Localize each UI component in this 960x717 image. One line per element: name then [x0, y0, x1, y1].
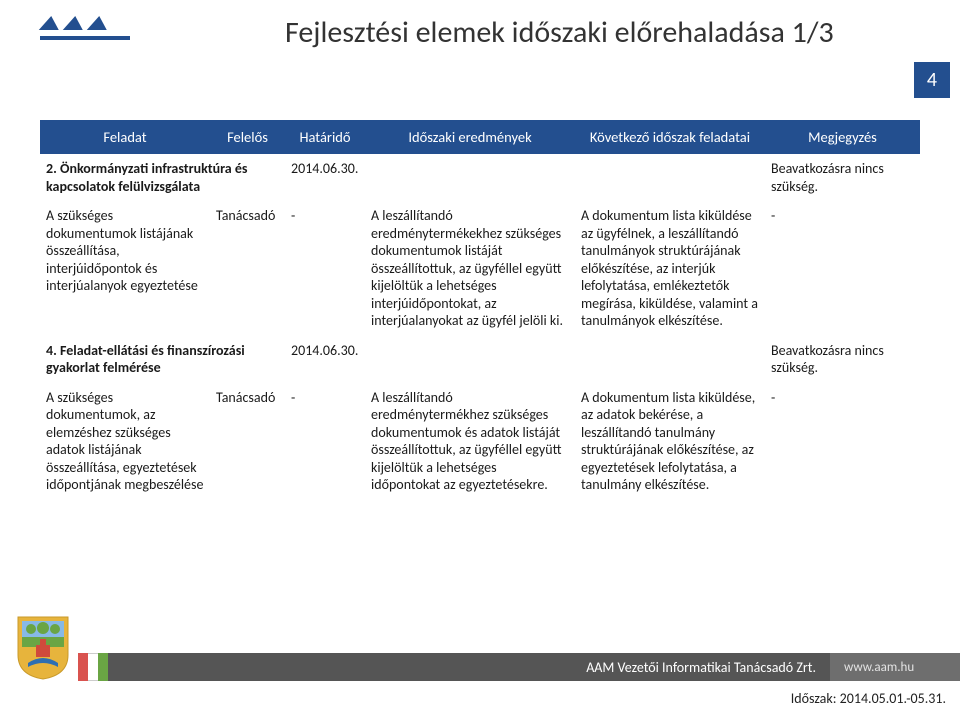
cell-note: - [765, 383, 920, 500]
cell-due: 2014.06.30. [285, 154, 365, 201]
cell-next: A dokumentum lista kiküldése, az adatok … [575, 383, 765, 500]
cell-due: 2014.06.30. [285, 336, 365, 383]
cell-due: - [285, 383, 365, 500]
cell-next [575, 154, 765, 201]
logo [40, 12, 130, 40]
cell-note: Beavatkozásra nincs szükség. [765, 154, 920, 201]
table-row: 4. Feladat-ellátási és finanszírozási gy… [40, 336, 920, 383]
table-header-row: Feladat Felelős Határidő Időszaki eredmé… [40, 120, 920, 154]
logo-chevron-icon [39, 16, 61, 30]
cell-next: A dokumentum lista kiküldése az ügyfélne… [575, 201, 765, 336]
col-header-task: Feladat [40, 120, 210, 154]
coat-of-arms-icon [14, 615, 72, 681]
period-label-text: Időszak: [791, 690, 837, 707]
page-number-badge: 4 [914, 62, 950, 98]
cell-result [365, 336, 575, 383]
table-row: A szükséges dokumentumok listájának össz… [40, 201, 920, 336]
cell-task: A szükséges dokumentumok, az elemzéshez … [40, 383, 210, 500]
logo-chevron-icon [63, 16, 85, 30]
progress-table: Feladat Felelős Határidő Időszaki eredmé… [40, 120, 920, 500]
period-label: Időszak: 2014.05.01.-05.31. [791, 690, 946, 707]
footer-company: AAM Vezetői Informatikai Tanácsadó Zrt. [108, 653, 830, 681]
period-value: 2014.05.01.-05.31. [840, 690, 946, 707]
col-header-result: Időszaki eredmények [365, 120, 575, 154]
footer-bar: AAM Vezetői Informatikai Tanácsadó Zrt. … [0, 653, 960, 681]
cell-note: - [765, 201, 920, 336]
table-row: 2. Önkormányzati infrastruktúra és kapcs… [40, 154, 920, 201]
flag-red-stripe [78, 653, 88, 681]
cell-result [365, 154, 575, 201]
cell-next [575, 336, 765, 383]
page-title: Fejlesztési elemek időszaki előrehaladás… [285, 14, 834, 51]
cell-result: A leszállítandó eredménytermékhez szüksé… [365, 383, 575, 500]
cell-task: 2. Önkormányzati infrastruktúra és kapcs… [40, 154, 285, 201]
cell-result: A leszállítandó eredménytermékekhez szük… [365, 201, 575, 336]
col-header-due: Határidő [285, 120, 365, 154]
footer-url: www.aam.hu [830, 653, 960, 681]
table-row: A szükséges dokumentumok, az elemzéshez … [40, 383, 920, 500]
cell-due: - [285, 201, 365, 336]
flag-white-stripe [88, 653, 98, 681]
cell-owner: Tanácsadó [210, 201, 285, 336]
logo-chevron-icon [87, 16, 109, 30]
col-header-note: Megjegyzés [765, 120, 920, 154]
col-header-owner: Felelős [210, 120, 285, 154]
cell-task: A szükséges dokumentumok listájának össz… [40, 201, 210, 336]
cell-task: 4. Feladat-ellátási és finanszírozási gy… [40, 336, 285, 383]
flag-green-stripe [98, 653, 108, 681]
col-header-next: Következő időszak feladatai [575, 120, 765, 154]
cell-note: Beavatkozásra nincs szükség. [765, 336, 920, 383]
cell-owner: Tanácsadó [210, 383, 285, 500]
